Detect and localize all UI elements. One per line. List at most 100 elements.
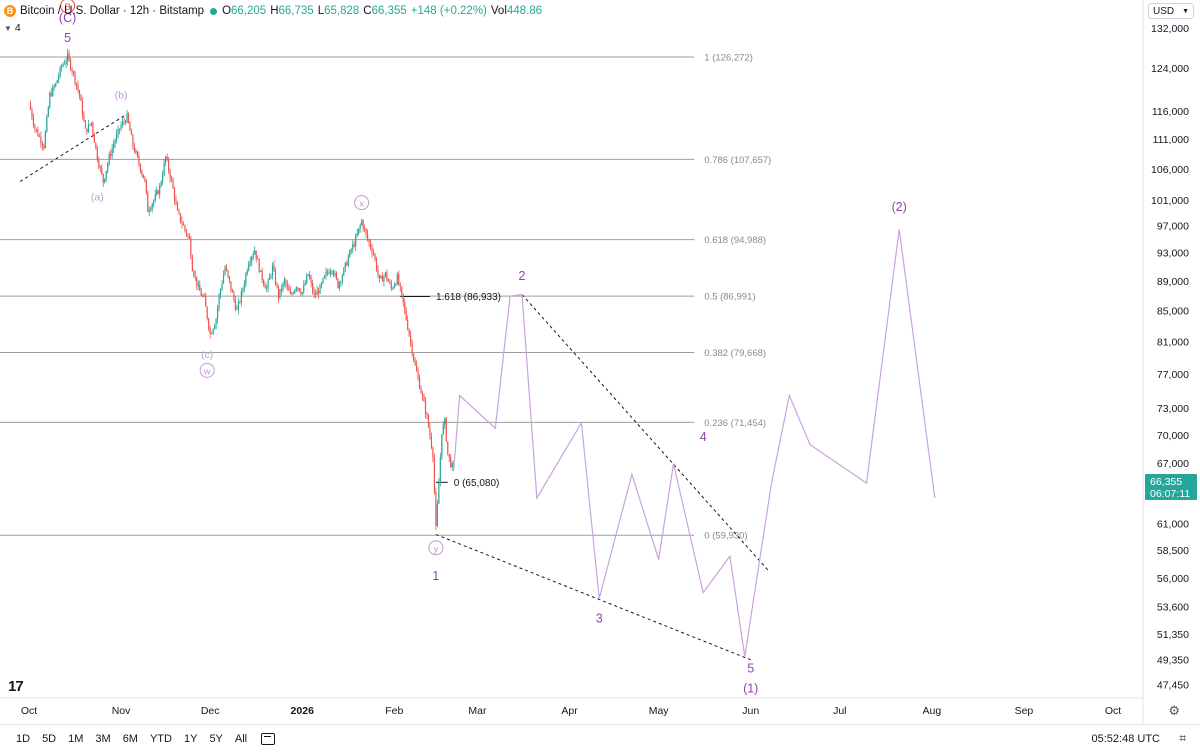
candle-body <box>304 283 306 286</box>
candle-body <box>407 319 409 330</box>
indicator-count: 4 <box>14 22 21 34</box>
trendlines[interactable] <box>19 115 769 661</box>
projection-path[interactable] <box>453 229 936 657</box>
candle-body <box>414 360 416 365</box>
time-tick-label: Oct <box>21 705 37 717</box>
bitcoin-logo-icon: B <box>4 5 16 17</box>
candle-body <box>331 271 333 272</box>
candle-body <box>110 154 112 156</box>
candle-body <box>104 178 106 183</box>
candle-body <box>389 281 391 284</box>
wave-label: (c) <box>201 349 213 361</box>
range-button-6m[interactable]: 6M <box>122 733 138 745</box>
range-button-all[interactable]: All <box>234 733 248 745</box>
candle-body <box>29 103 32 110</box>
candle-body <box>369 242 372 249</box>
range-button-1d[interactable]: 1D <box>16 733 31 745</box>
b-trendline[interactable] <box>19 115 125 182</box>
candle-body <box>415 364 418 372</box>
candle-body <box>58 75 60 81</box>
price-tick-label: 58,500 <box>1157 545 1189 557</box>
candle-body <box>160 181 162 186</box>
candle-body <box>377 269 379 275</box>
time-tick-label: Jun <box>742 705 759 717</box>
candle-body <box>141 171 143 175</box>
candle-body <box>340 281 342 283</box>
candle-body <box>179 213 182 222</box>
range-buttons: 1D 5D 1M 3M 6M YTD 1Y 5Y All <box>10 733 253 745</box>
candle-body <box>285 279 287 285</box>
time-axis[interactable]: Oct Nov Dec 2026 Feb Mar Apr May Jun Jul Aug Sep Oct <box>0 697 1143 717</box>
candle-body <box>436 503 438 526</box>
candle-body <box>215 319 217 326</box>
candle-body <box>113 144 115 149</box>
candle-body <box>438 483 440 504</box>
candle-body <box>90 122 92 125</box>
candle-body <box>301 292 303 294</box>
candle-body <box>450 457 452 468</box>
candle-body <box>270 275 272 277</box>
range-button-1m[interactable]: 1M <box>68 733 84 745</box>
symbol-title[interactable]: Bitcoin / U.S. Dollar · 12h · Bitstamp <box>20 5 205 17</box>
fib-retracement[interactable]: 1 (126,272) 0.786 (107,657) 0.618 (94,988)… <box>0 52 771 542</box>
candle-body <box>121 121 124 125</box>
candle-body <box>328 272 330 274</box>
wave-label: w <box>203 366 211 377</box>
range-button-5y[interactable]: 5Y <box>209 733 223 745</box>
price-tick-label: 116,000 <box>1152 106 1189 118</box>
candle-body <box>84 120 87 129</box>
range-button-3m[interactable]: 3M <box>95 733 111 745</box>
candle-body <box>206 306 208 319</box>
candle-body <box>408 329 410 336</box>
candle-body <box>92 122 94 134</box>
extension-level-label: 1.618 (86,933) <box>436 292 501 303</box>
bottom-toolbar: 1D 5D 1M 3M 6M YTD 1Y 5Y All 05:52:48 UTC ⌗ <box>0 724 1200 753</box>
ohlc-open: 66,205 <box>231 5 267 17</box>
candle-body <box>366 233 369 240</box>
price-tick-label: 111,000 <box>1153 134 1190 146</box>
candle-body <box>386 272 388 280</box>
currency-selector[interactable]: USD ▼ <box>1148 3 1194 19</box>
candle-body <box>41 143 43 146</box>
candle-body <box>325 271 327 276</box>
candle-body <box>124 121 127 123</box>
upper-wedge[interactable] <box>521 294 769 572</box>
range-button-ytd[interactable]: YTD <box>149 733 172 745</box>
chevron-down-icon: ▼ <box>4 23 12 33</box>
adjust-scale-icon[interactable]: ⌗ <box>1179 731 1186 745</box>
candle-body <box>87 124 89 133</box>
candle-body <box>83 115 85 121</box>
candle-body <box>133 146 136 153</box>
indicators-toggle[interactable]: ▼ 4 <box>4 22 21 34</box>
range-button-1y[interactable]: 1Y <box>183 733 198 745</box>
candle-body <box>165 156 167 163</box>
wave-label: 4 <box>700 430 707 444</box>
lower-wedge[interactable] <box>435 533 751 661</box>
candle-body <box>208 318 210 329</box>
candle-body <box>40 136 42 144</box>
candle-body <box>432 447 434 458</box>
candle-body <box>37 129 39 137</box>
candle-body <box>170 178 173 180</box>
chart-header: B Bitcoin / U.S. Dollar · 12h · Bitstamp… <box>4 3 542 19</box>
candle-body <box>154 194 156 201</box>
candle-body <box>381 276 384 282</box>
candle-body <box>173 188 176 201</box>
projection-line[interactable] <box>453 229 936 657</box>
candle-body <box>114 140 116 145</box>
candle-body <box>445 418 447 442</box>
candle-body <box>337 278 339 288</box>
fib-level-label: 0.786 (107,657) <box>704 155 771 166</box>
calendar-icon[interactable] <box>261 733 276 745</box>
wave-label: (a) <box>91 191 104 203</box>
range-button-5d[interactable]: 5D <box>42 733 57 745</box>
utc-clock[interactable]: 05:52:48 UTC <box>1091 733 1160 745</box>
candle-body <box>111 148 113 156</box>
candle-body <box>319 284 321 294</box>
candle-body <box>326 271 329 273</box>
candle-body <box>435 491 437 526</box>
settings-gear-icon[interactable]: ⚙ <box>1168 703 1180 718</box>
candle-body <box>203 295 205 297</box>
